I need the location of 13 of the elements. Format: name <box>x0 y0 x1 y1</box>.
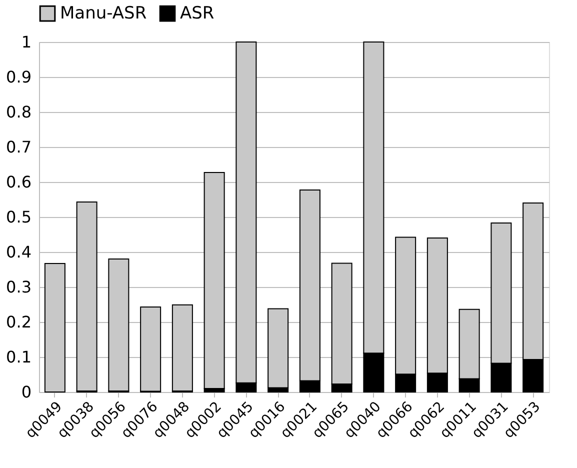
legend-label: Manu-ASR <box>60 4 147 24</box>
y-tick-label: 0.4 <box>6 242 32 262</box>
y-tick-label: 0.6 <box>6 172 32 192</box>
y-tick-label: 0.3 <box>6 278 32 296</box>
legend-label: ASR <box>180 4 214 24</box>
y-tick-label: 0.8 <box>6 102 32 122</box>
y-tick-label: 0.5 <box>6 208 32 226</box>
y-tick-label: 0.2 <box>6 312 32 332</box>
y-tick-label: 0 <box>21 382 32 402</box>
y-tick-label: 0.7 <box>6 138 32 156</box>
y-tick-label: 0.1 <box>6 348 32 366</box>
y-tick-label: 0.9 <box>6 68 32 86</box>
y-tick-label: 1 <box>21 32 32 52</box>
